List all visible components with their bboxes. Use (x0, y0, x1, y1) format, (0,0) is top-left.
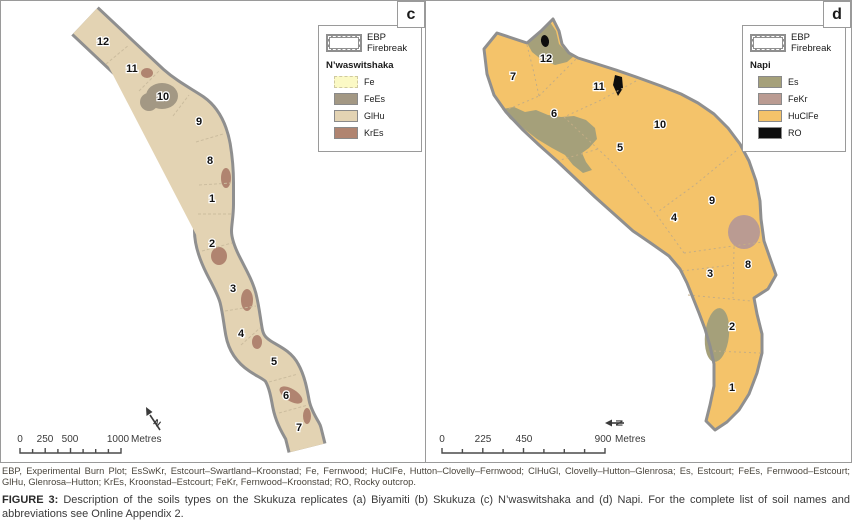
figure-caption-label: FIGURE 3: (2, 493, 59, 506)
svg-text:1: 1 (209, 193, 215, 205)
svg-text:6: 6 (551, 108, 557, 120)
svg-text:8: 8 (207, 155, 213, 167)
scale-bar: 0 250 500 1000 Metres (17, 434, 162, 454)
svg-text:4: 4 (671, 212, 678, 224)
svg-text:7: 7 (510, 71, 516, 83)
firebreak-label: EBP Firebreak (791, 32, 832, 54)
svg-text:1000: 1000 (107, 434, 130, 445)
figure-maps: 12 11 10 9 8 1 2 3 4 5 6 7 0 250 500 100… (0, 0, 852, 463)
legend-d: EBP Firebreak Napi Es FeKr HuClFe RO (742, 25, 846, 152)
soil-glhu-strip (73, 8, 324, 453)
legend-item-label: RO (788, 128, 802, 138)
swatch-fees (334, 93, 358, 105)
swatch-fe (334, 76, 358, 88)
svg-text:225: 225 (475, 434, 492, 445)
svg-text:2: 2 (729, 321, 735, 333)
firebreak-swatch (326, 34, 362, 52)
soil-fees-patch (140, 83, 178, 111)
legend-item-label: FeKr (788, 94, 808, 104)
soil-kres-patches (141, 68, 311, 424)
swatch-glhu (334, 110, 358, 122)
svg-text:10: 10 (157, 91, 169, 103)
legend-title: N’waswitshaka (326, 60, 394, 71)
svg-text:Metres: Metres (615, 434, 646, 445)
plot-boundaries (503, 44, 764, 354)
legend-item-label: KrEs (364, 128, 384, 138)
svg-text:N: N (614, 420, 624, 427)
svg-text:11: 11 (126, 63, 138, 75)
figure-caption: FIGURE 3: Description of the soils types… (2, 493, 850, 521)
scale-bar: 0 225 450 900 Metres (439, 434, 646, 454)
panel-d: 7 12 11 6 10 5 4 9 3 8 2 1 0 225 450 900… (425, 1, 851, 462)
svg-text:4: 4 (238, 328, 245, 340)
legend-item-label: Es (788, 77, 799, 87)
firebreak-border (482, 17, 778, 432)
svg-text:9: 9 (709, 195, 715, 207)
svg-text:N: N (151, 417, 162, 429)
plot-numbers: 12 11 10 9 8 1 2 3 4 5 6 7 (96, 35, 304, 436)
legend-title: Napi (750, 60, 771, 71)
swatch-kres (334, 127, 358, 139)
panel-c: 12 11 10 9 8 1 2 3 4 5 6 7 0 250 500 100… (1, 1, 425, 462)
swatch-fekr (758, 93, 782, 105)
legend-item-label: GlHu (364, 111, 385, 121)
abbreviations-text: EBP, Experimental Burn Plot; EsSwKr, Est… (2, 466, 850, 487)
svg-text:3: 3 (230, 283, 236, 295)
legend-item-label: FeEs (364, 94, 386, 104)
panel-label-c: c (397, 1, 425, 28)
svg-text:10: 10 (654, 119, 666, 131)
svg-text:11: 11 (593, 81, 605, 93)
svg-text:3: 3 (707, 268, 713, 280)
svg-text:9: 9 (196, 116, 202, 128)
figure-caption-text: Description of the soils types on the Sk… (2, 493, 850, 520)
svg-text:250: 250 (37, 434, 54, 445)
plot-boundaries (105, 44, 309, 414)
legend-c: EBP Firebreak N’waswitshaka Fe FeEs GlHu… (318, 25, 422, 152)
firebreak-swatch (750, 34, 786, 52)
svg-text:1: 1 (729, 382, 735, 394)
svg-text:450: 450 (516, 434, 533, 445)
soil-ro-patches (540, 35, 623, 96)
svg-text:500: 500 (62, 434, 79, 445)
plot-numbers: 7 12 11 6 10 5 4 9 3 8 2 1 (509, 52, 753, 396)
legend-item-label: Fe (364, 77, 375, 87)
svg-text:6: 6 (283, 390, 289, 402)
legend-item-label: HuClFe (788, 111, 819, 121)
svg-text:0: 0 (17, 434, 23, 445)
svg-text:12: 12 (97, 36, 109, 48)
swatch-huclfe (758, 110, 782, 122)
caption-block: EBP, Experimental Burn Plot; EsSwKr, Est… (2, 466, 850, 521)
svg-text:5: 5 (617, 142, 623, 154)
swatch-es (758, 76, 782, 88)
svg-text:900: 900 (595, 434, 612, 445)
swatch-ro (758, 127, 782, 139)
panel-label-d: d (823, 1, 851, 28)
svg-text:8: 8 (745, 259, 751, 271)
soil-fekr-patch (728, 215, 760, 249)
svg-text:5: 5 (271, 356, 277, 368)
north-arrow-icon: N (605, 419, 624, 427)
map-napi: 7 12 11 6 10 5 4 9 3 8 2 1 0 225 450 900… (439, 17, 778, 454)
svg-text:7: 7 (296, 422, 302, 434)
firebreak-label: EBP Firebreak (367, 32, 408, 54)
svg-text:0: 0 (439, 434, 445, 445)
map-nwaswitshaka: 12 11 10 9 8 1 2 3 4 5 6 7 0 250 500 100… (17, 6, 327, 454)
north-arrow-icon: N (146, 407, 163, 431)
svg-text:12: 12 (540, 53, 552, 65)
svg-text:2: 2 (209, 238, 215, 250)
svg-text:Metres: Metres (131, 434, 162, 445)
